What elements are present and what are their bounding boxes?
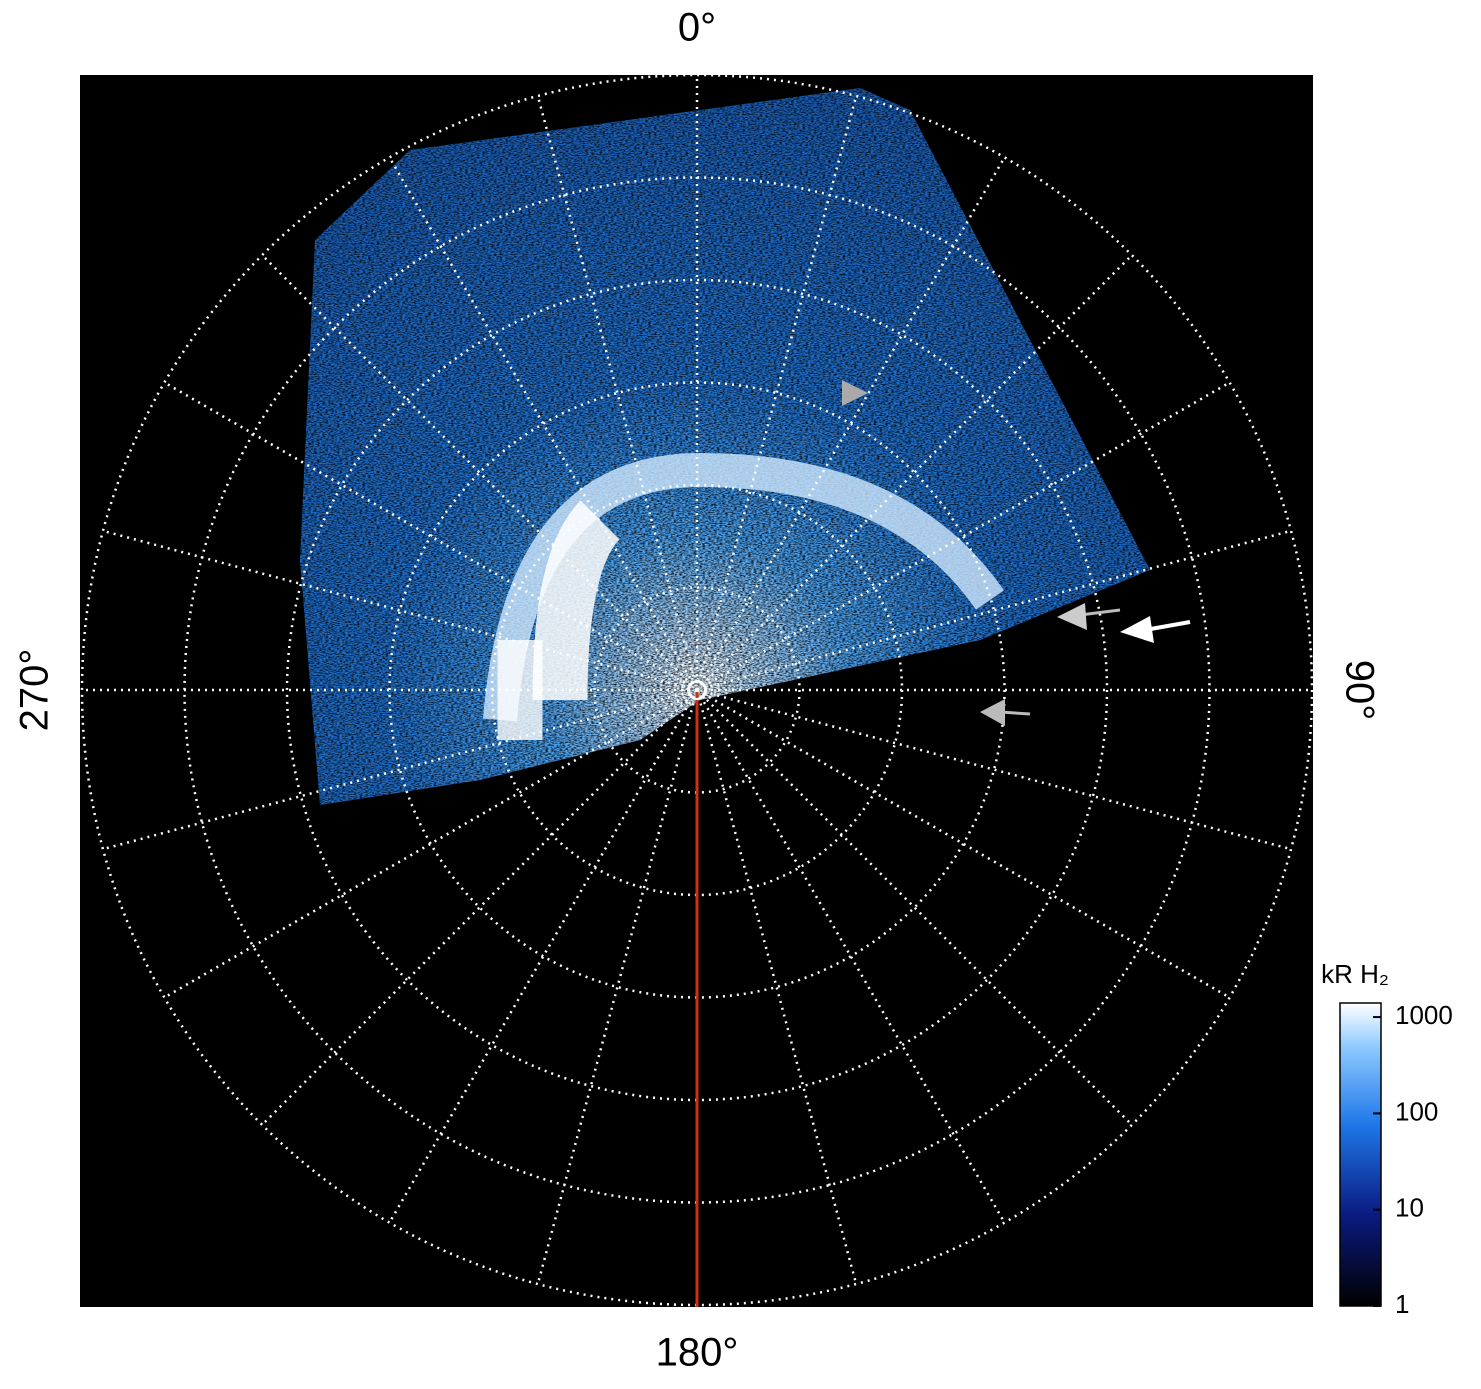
colorbar-tick-label: 100 (1395, 1096, 1438, 1126)
grid-ring (80, 73, 1314, 1307)
colorbar-label: kR H₂ (1321, 959, 1389, 989)
polar-grid (80, 73, 1314, 1307)
colorbar (1339, 1002, 1382, 1307)
grid-spoke (696, 529, 1292, 692)
grid-spoke (102, 529, 698, 692)
angle-label: 0° (678, 6, 716, 50)
grid-ring (388, 381, 1006, 999)
grid-spoke (696, 688, 1292, 851)
grid-spoke (163, 381, 698, 692)
grid-spoke (261, 689, 698, 1126)
colorbar-ticks: 1 10 100 1000 (1373, 1000, 1453, 1319)
grid-ring (285, 278, 1109, 1102)
arrows (842, 380, 1191, 726)
angle-label: 180° (656, 1331, 739, 1375)
grid-spoke (102, 688, 698, 851)
pole-marker (687, 680, 707, 700)
grid-spoke (163, 688, 698, 999)
grid-spoke (696, 381, 1231, 692)
angle-label: 270° (13, 649, 57, 732)
colorbar-tick-label: 1 (1395, 1289, 1409, 1319)
grid-spoke (696, 689, 1133, 1126)
grid-spoke (695, 689, 1006, 1224)
grid-spoke (696, 688, 1231, 999)
grid-spoke (695, 95, 858, 691)
grid-spoke (388, 156, 699, 691)
grid-spoke (388, 689, 699, 1224)
grid-spoke (261, 254, 698, 691)
grid-spoke (695, 689, 858, 1285)
angle-label: 90° (1337, 660, 1381, 721)
colorbar-tick-label: 1000 (1395, 1000, 1453, 1030)
grid-spoke (696, 254, 1133, 691)
grid-spoke (536, 689, 699, 1285)
grid-spoke (695, 156, 1006, 691)
colorbar-tick-label: 10 (1395, 1193, 1424, 1223)
grid-ring (593, 586, 801, 794)
grid-spoke (536, 95, 699, 691)
